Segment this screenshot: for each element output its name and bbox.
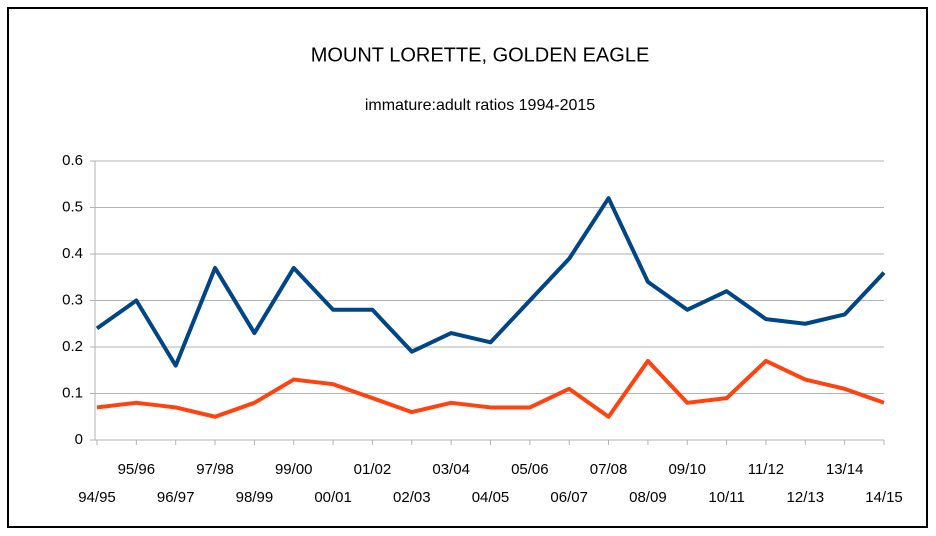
- y-tick-label: 0.4: [62, 245, 83, 262]
- x-tick-label: 05/06: [511, 461, 549, 478]
- x-tick-label: 01/02: [354, 461, 392, 478]
- y-tick-label: 0.5: [62, 198, 83, 215]
- x-tick-label: 04/05: [472, 489, 510, 506]
- x-tick-label: 12/13: [787, 489, 825, 506]
- x-tick-label: 97/98: [196, 461, 234, 478]
- chart-frame: [7, 7, 928, 528]
- x-tick-label: 94/95: [78, 489, 116, 506]
- x-tick-label: 09/10: [668, 461, 706, 478]
- data-line: [95, 196, 886, 368]
- x-tick-label: 99/00: [275, 461, 313, 478]
- y-tick-label: 0.6: [62, 152, 83, 169]
- y-tick-label: 0.2: [62, 338, 83, 355]
- x-tick-label: 00/01: [314, 489, 352, 506]
- x-tick-label: 02/03: [393, 489, 431, 506]
- y-tick-label: 0.1: [62, 384, 83, 401]
- x-tick-label: 13/14: [826, 461, 864, 478]
- x-tick-label: 14/15: [865, 489, 903, 506]
- x-tick-label: 06/07: [550, 489, 588, 506]
- y-tick-label: 0.3: [62, 291, 83, 308]
- data-line: [96, 358, 885, 419]
- chart-title: MOUNT LORETTE, GOLDEN EAGLE: [311, 44, 650, 66]
- x-tick-label: 95/96: [118, 461, 156, 478]
- x-tick-label: 96/97: [157, 489, 195, 506]
- x-tick-label: 08/09: [629, 489, 667, 506]
- x-tick-label: 07/08: [590, 461, 628, 478]
- x-tick-label: 11/12: [748, 461, 784, 478]
- x-tick-label: 98/99: [236, 489, 274, 506]
- chart-subtitle: immature:adult ratios 1994-2015: [365, 97, 595, 114]
- y-tick-label: 0: [75, 431, 83, 448]
- x-tick-label: 10/11: [708, 489, 744, 506]
- x-tick-label: 03/04: [432, 461, 470, 478]
